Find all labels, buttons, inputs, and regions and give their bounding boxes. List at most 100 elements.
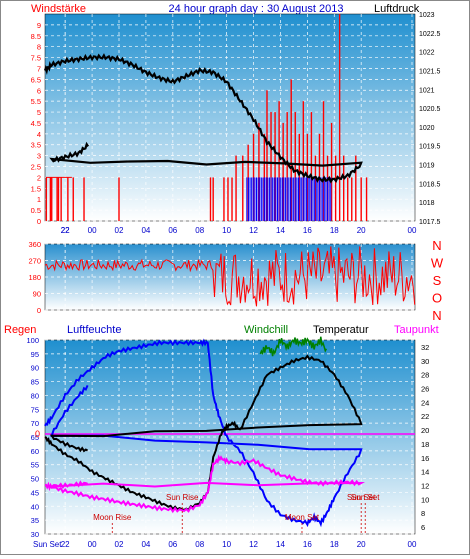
x-tick-label: 06 [168, 540, 177, 549]
annotation-label: Sun Set [351, 493, 380, 502]
x-tick-label: 12 [249, 226, 258, 235]
x-tick-label: 22 [61, 226, 70, 235]
legend-regen: Regen [4, 324, 36, 336]
temperature-tick-label: 16 [421, 454, 429, 463]
humidity-tick-label: 30 [31, 530, 39, 539]
humidity-tick-label: 90 [31, 364, 39, 373]
temperature-tick-label: 28 [421, 371, 429, 380]
wind-tick-label: 0 [37, 217, 41, 226]
temperature-tick-label: 20 [421, 426, 429, 435]
compass-label: N [432, 238, 441, 253]
wind-tick-label: 4 [37, 130, 41, 139]
pressure-tick-label: 1019 [419, 163, 435, 170]
x-tick-label: 16 [303, 540, 312, 549]
x-tick-label: 08 [195, 226, 204, 235]
temperature-humidity-grid [45, 339, 415, 535]
chart-right-label: Luftdruck [374, 3, 420, 15]
x-tick-label: 08 [195, 540, 204, 549]
pressure-tick-label: 1022 [419, 50, 435, 57]
pressure-line [43, 53, 363, 184]
direction-tick-label: 180 [28, 273, 41, 282]
pressure-axis-ticks: 1017.5 1018 1018.5 1019 1019.5 1020 1020.5 1021… [419, 12, 441, 226]
annotation-label: Moon Rise [93, 513, 132, 522]
chart-title: 24 hour graph day : 30 August 2013 [169, 3, 344, 15]
pressure-tick-label: 1020 [419, 125, 435, 132]
humidity-tick-label: 35 [31, 516, 39, 525]
annotation-label: Moon Set [285, 513, 320, 522]
x-tick-label: 16 [303, 226, 312, 235]
temperature-tick-label: 8 [421, 509, 425, 518]
pressure-tick-label: 1018 [419, 200, 435, 207]
humidity-tick-label: 80 [31, 391, 39, 400]
temperature-tick-label: 6 [421, 523, 425, 532]
legend-humidity: Luftfeuchte [67, 324, 121, 336]
x-tick-label: 06 [168, 226, 177, 235]
wind-tick-label: 0.5 [31, 206, 41, 215]
pressure-tick-label: 1022.5 [419, 31, 441, 38]
zero-label: 0 [35, 429, 40, 439]
x-tick-label: 20 [357, 226, 366, 235]
pressure-tick-label: 1021 [419, 87, 435, 94]
x-first-label: Sun Set [33, 540, 62, 549]
x-tick-label: 00 [408, 540, 417, 549]
x-tick-label: 20 [357, 540, 366, 549]
legend-dewpoint: Taupunkt [394, 324, 439, 336]
compass-label: O [432, 291, 442, 306]
compass-label: N [432, 308, 441, 323]
pressure-tick-label: 1020.5 [419, 106, 441, 113]
direction-tick-label: 90 [33, 290, 41, 299]
annotation-label: Sun Rise [166, 493, 199, 502]
compass-label: S [433, 273, 442, 288]
x-tick-label: 00 [408, 226, 417, 235]
humidity-tick-label: 95 [31, 350, 39, 359]
humidity-tick-label: 55 [31, 461, 39, 470]
temperature-tick-label: 14 [421, 468, 429, 477]
wind-tick-label: 3.5 [31, 141, 41, 150]
pressure-tick-label: 1017.5 [419, 219, 441, 226]
wind-tick-label: 5 [37, 108, 41, 117]
wind-tick-label: 8.5 [31, 32, 41, 41]
humidity-tick-label: 85 [31, 378, 39, 387]
chart-left-label: Windstärke [31, 3, 86, 15]
x-tick-label: 18 [330, 540, 339, 549]
x-tick-label: 14 [276, 226, 285, 235]
annotation-label: Sun Set [347, 493, 376, 502]
wind-axis-ticks: 0 0.5 1 1.5 22.5 3 3.5 4 4.5 5 5.5 6 6.5 77.5 8 8.5 9 [31, 21, 41, 226]
temperature-tick-label: 18 [421, 440, 429, 449]
x-tick-label: 18 [330, 226, 339, 235]
wind-tick-label: 1 [37, 195, 41, 204]
wind-direction-ticks: 0 90 180 270 360 [28, 240, 41, 315]
humidity-axis-ticks: 30 35 40 45 50 55 60 65 70 75 80 85 90 95 100 [26, 336, 39, 539]
temperature-tick-label: 30 [421, 357, 429, 366]
gust-bars [246, 177, 332, 221]
humidity-tick-label: 40 [31, 502, 39, 511]
wind-tick-label: 7 [37, 64, 41, 73]
direction-tick-label: 270 [28, 257, 41, 266]
x-tick-label: 04 [141, 540, 150, 549]
temperature-tick-label: 32 [421, 343, 429, 352]
wind-tick-label: 6 [37, 86, 41, 95]
temperature-humidity-x-ticks: 00 02 04 06 08 10 12 14 16 18 20 22 00 [61, 540, 417, 549]
wind-tick-label: 2 [37, 173, 41, 182]
pressure-tick-label: 1021.5 [419, 68, 441, 75]
temperature-tick-label: 24 [421, 398, 429, 407]
compass-label: W [431, 256, 444, 271]
wind-tick-label: 6.5 [31, 75, 41, 84]
x-tick-label: 02 [115, 540, 124, 549]
wind-tick-label: 7.5 [31, 54, 41, 63]
pressure-tick-label: 1023 [419, 12, 435, 19]
sun-moon-annotations: Sun Set Moon Rise Sun Rise Moon Set Sun Set [93, 493, 380, 534]
x-tick-label: 00 [88, 540, 97, 549]
temperature-tick-label: 26 [421, 385, 429, 394]
x-tick-label: 22 [61, 540, 70, 549]
wind-tick-label: 4.5 [31, 119, 41, 128]
x-tick-label: 02 [115, 226, 124, 235]
direction-tick-label: 0 [37, 306, 41, 315]
legend-windchill: Windchill [244, 324, 288, 336]
x-tick-label: 10 [222, 226, 231, 235]
x-tick-label: 22 [61, 226, 70, 235]
humidity-tick-label: 50 [31, 475, 39, 484]
